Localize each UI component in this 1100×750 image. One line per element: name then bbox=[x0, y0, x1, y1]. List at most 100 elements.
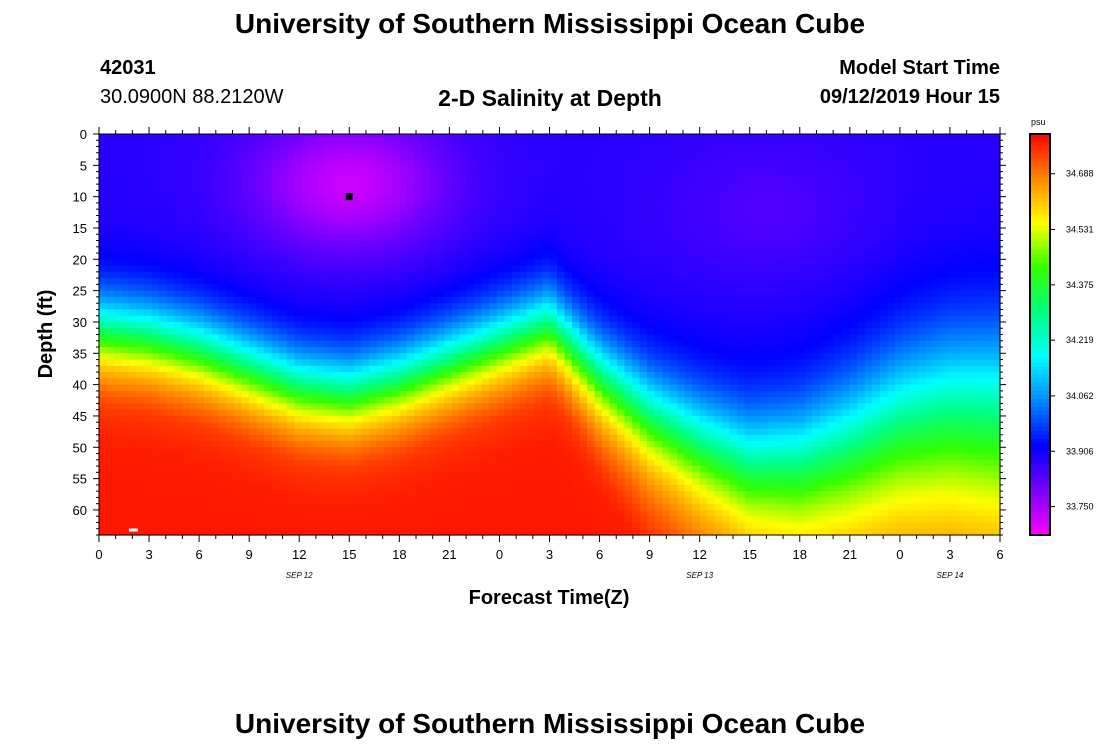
heatmap-cell bbox=[572, 434, 581, 442]
heatmap-cell bbox=[647, 528, 656, 536]
heatmap-cell bbox=[144, 422, 153, 430]
heatmap-cell bbox=[632, 227, 641, 235]
heatmap-cell bbox=[496, 491, 506, 499]
heatmap-cell bbox=[354, 146, 363, 154]
heatmap-cell bbox=[564, 315, 573, 323]
heatmap-cell bbox=[106, 227, 115, 235]
heatmap-cell bbox=[534, 516, 543, 524]
heatmap-cell bbox=[331, 134, 340, 141]
heatmap-cell bbox=[639, 284, 648, 292]
heatmap-cell bbox=[121, 516, 130, 524]
heatmap-cell bbox=[159, 459, 168, 467]
heatmap-cell bbox=[399, 152, 408, 160]
heatmap-cell bbox=[174, 290, 183, 298]
heatmap-cell bbox=[391, 190, 400, 198]
heatmap-cell bbox=[324, 422, 333, 430]
heatmap-cell bbox=[549, 453, 558, 461]
heatmap-cell bbox=[339, 296, 348, 304]
heatmap-cell bbox=[609, 284, 618, 292]
heatmap-cell bbox=[264, 415, 273, 423]
heatmap-cell bbox=[541, 240, 551, 248]
heatmap-cell bbox=[204, 209, 213, 217]
heatmap-cell bbox=[669, 284, 678, 292]
heatmap-cell bbox=[219, 284, 228, 292]
heatmap-cell bbox=[609, 459, 618, 467]
heatmap-cell bbox=[399, 290, 408, 298]
heatmap-cell bbox=[414, 303, 423, 311]
heatmap-cell bbox=[669, 303, 678, 311]
heatmap-cell bbox=[294, 434, 303, 442]
heatmap-cell bbox=[204, 271, 213, 279]
heatmap-cell bbox=[354, 303, 363, 311]
heatmap-cell bbox=[181, 140, 190, 148]
heatmap-cell bbox=[421, 422, 430, 430]
heatmap-cell bbox=[632, 528, 641, 536]
heatmap-cell bbox=[211, 309, 220, 317]
heatmap-cell bbox=[286, 491, 295, 499]
heatmap-cell bbox=[534, 190, 543, 198]
heatmap-cell bbox=[444, 184, 453, 191]
heatmap-cell bbox=[166, 253, 175, 260]
heatmap-cell bbox=[511, 422, 521, 430]
heatmap-cell bbox=[354, 215, 363, 223]
heatmap-cell bbox=[196, 271, 205, 279]
heatmap-cell bbox=[647, 259, 656, 267]
heatmap-cell bbox=[526, 309, 536, 317]
heatmap-cell bbox=[339, 359, 348, 367]
heatmap-cell bbox=[301, 221, 310, 229]
heatmap-cell bbox=[376, 447, 385, 455]
heatmap-cell bbox=[144, 390, 153, 398]
heatmap-cell bbox=[399, 478, 408, 486]
heatmap-cell bbox=[519, 509, 528, 517]
heatmap-cell bbox=[572, 265, 581, 273]
heatmap-cell bbox=[399, 171, 408, 179]
heatmap-cell bbox=[511, 165, 521, 173]
heatmap-cell bbox=[234, 171, 243, 179]
heatmap-cell bbox=[234, 234, 243, 242]
heatmap-cell bbox=[151, 315, 160, 323]
heatmap-cell bbox=[617, 152, 626, 160]
heatmap-cell bbox=[677, 434, 686, 442]
heatmap-cell bbox=[226, 134, 235, 141]
heatmap-cell bbox=[151, 516, 160, 524]
salinity-heatmap bbox=[99, 134, 1001, 536]
heatmap-cell bbox=[369, 378, 378, 386]
heatmap-cell bbox=[309, 240, 318, 248]
heatmap-cell bbox=[249, 491, 258, 499]
heatmap-cell bbox=[564, 497, 573, 505]
heatmap-cell bbox=[662, 140, 671, 148]
heatmap-cell bbox=[196, 296, 205, 304]
heatmap-cell bbox=[324, 202, 333, 210]
heatmap-cell bbox=[541, 234, 551, 242]
heatmap-cell bbox=[444, 415, 453, 423]
heatmap-cell bbox=[144, 253, 153, 260]
heatmap-cell bbox=[301, 516, 310, 524]
heatmap-cell bbox=[444, 221, 453, 229]
heatmap-cell bbox=[669, 234, 678, 242]
heatmap-cell bbox=[632, 146, 641, 154]
heatmap-cell bbox=[324, 215, 333, 223]
heatmap-cell bbox=[496, 472, 506, 480]
heatmap-cell bbox=[369, 497, 378, 505]
heatmap-cell bbox=[541, 246, 551, 254]
heatmap-cell bbox=[436, 209, 445, 217]
heatmap-cell bbox=[602, 447, 611, 455]
heatmap-cell bbox=[264, 390, 273, 398]
heatmap-cell bbox=[234, 459, 243, 467]
heatmap-cell bbox=[496, 441, 506, 448]
heatmap-cell bbox=[451, 415, 460, 423]
heatmap-cell bbox=[504, 315, 513, 323]
heatmap-cell bbox=[399, 146, 408, 154]
heatmap-cell bbox=[354, 522, 363, 530]
heatmap-cell bbox=[174, 159, 183, 166]
heatmap-cell bbox=[166, 509, 175, 517]
heatmap-cell bbox=[354, 365, 363, 373]
heatmap-cell bbox=[414, 165, 423, 173]
heatmap-cell bbox=[466, 221, 476, 229]
heatmap-cell bbox=[151, 215, 160, 223]
heatmap-cell bbox=[429, 296, 438, 304]
heatmap-cell bbox=[639, 152, 648, 160]
heatmap-cell bbox=[579, 253, 588, 260]
heatmap-cell bbox=[602, 190, 611, 198]
heatmap-cell bbox=[526, 422, 536, 430]
